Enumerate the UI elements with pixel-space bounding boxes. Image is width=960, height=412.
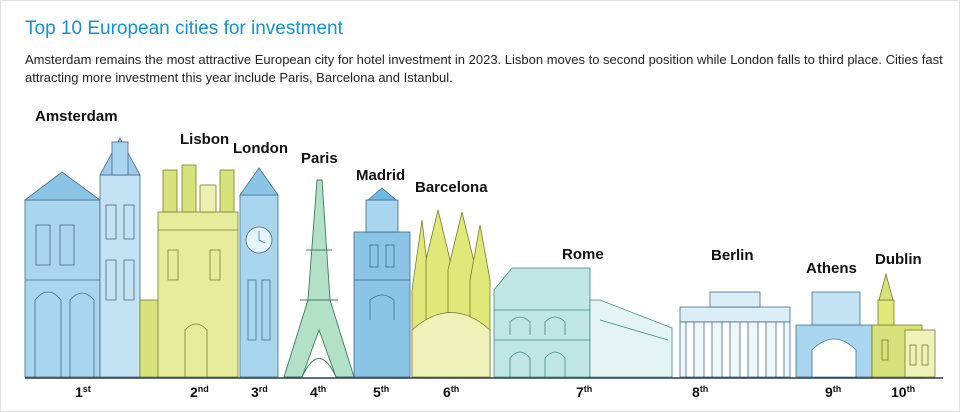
city-label-barcelona: Barcelona <box>415 179 488 196</box>
city-label-rome: Rome <box>562 246 604 263</box>
rome-colosseum-illustration <box>493 267 673 378</box>
page-title: Top 10 European cities for investment <box>25 18 343 39</box>
rank-label-paris: 4th <box>310 384 327 400</box>
london-building-illustration <box>239 167 279 378</box>
rank-label-athens: 9th <box>825 384 842 400</box>
city-label-madrid: Madrid <box>356 167 406 184</box>
rank-label-amsterdam: 1st <box>75 384 91 400</box>
rank-label-madrid: 5th <box>373 384 390 400</box>
city-label-lisbon: Lisbon <box>180 131 230 148</box>
lisbon-building-illustration <box>139 164 239 378</box>
city-label-athens: Athens <box>806 260 857 277</box>
rank-label-rome: 7th <box>576 384 593 400</box>
madrid-building-illustration <box>353 187 411 378</box>
city-label-london: London <box>233 140 288 157</box>
city-label-dublin: Dublin <box>875 251 922 268</box>
dublin-building-illustration <box>871 272 936 378</box>
page-description: Amsterdam remains the most attractive Eu… <box>25 52 943 85</box>
rank-label-dublin: 10th <box>891 384 916 400</box>
rank-label-berlin: 8th <box>692 384 709 400</box>
city-label-amsterdam: Amsterdam <box>35 108 118 125</box>
rank-label-lisbon: 2nd <box>190 384 209 400</box>
amsterdam-building-illustration <box>23 137 141 378</box>
athens-arch-illustration <box>795 291 873 378</box>
barcelona-sagrada-familia-illustration <box>411 209 491 378</box>
rank-label-barcelona: 6th <box>443 384 460 400</box>
city-label-berlin: Berlin <box>711 247 754 264</box>
berlin-brandenburg-gate-illustration <box>679 291 791 378</box>
paris-eiffel-tower-illustration <box>283 179 355 378</box>
city-label-paris: Paris <box>301 150 338 167</box>
rank-label-london: 3rd <box>251 384 268 400</box>
